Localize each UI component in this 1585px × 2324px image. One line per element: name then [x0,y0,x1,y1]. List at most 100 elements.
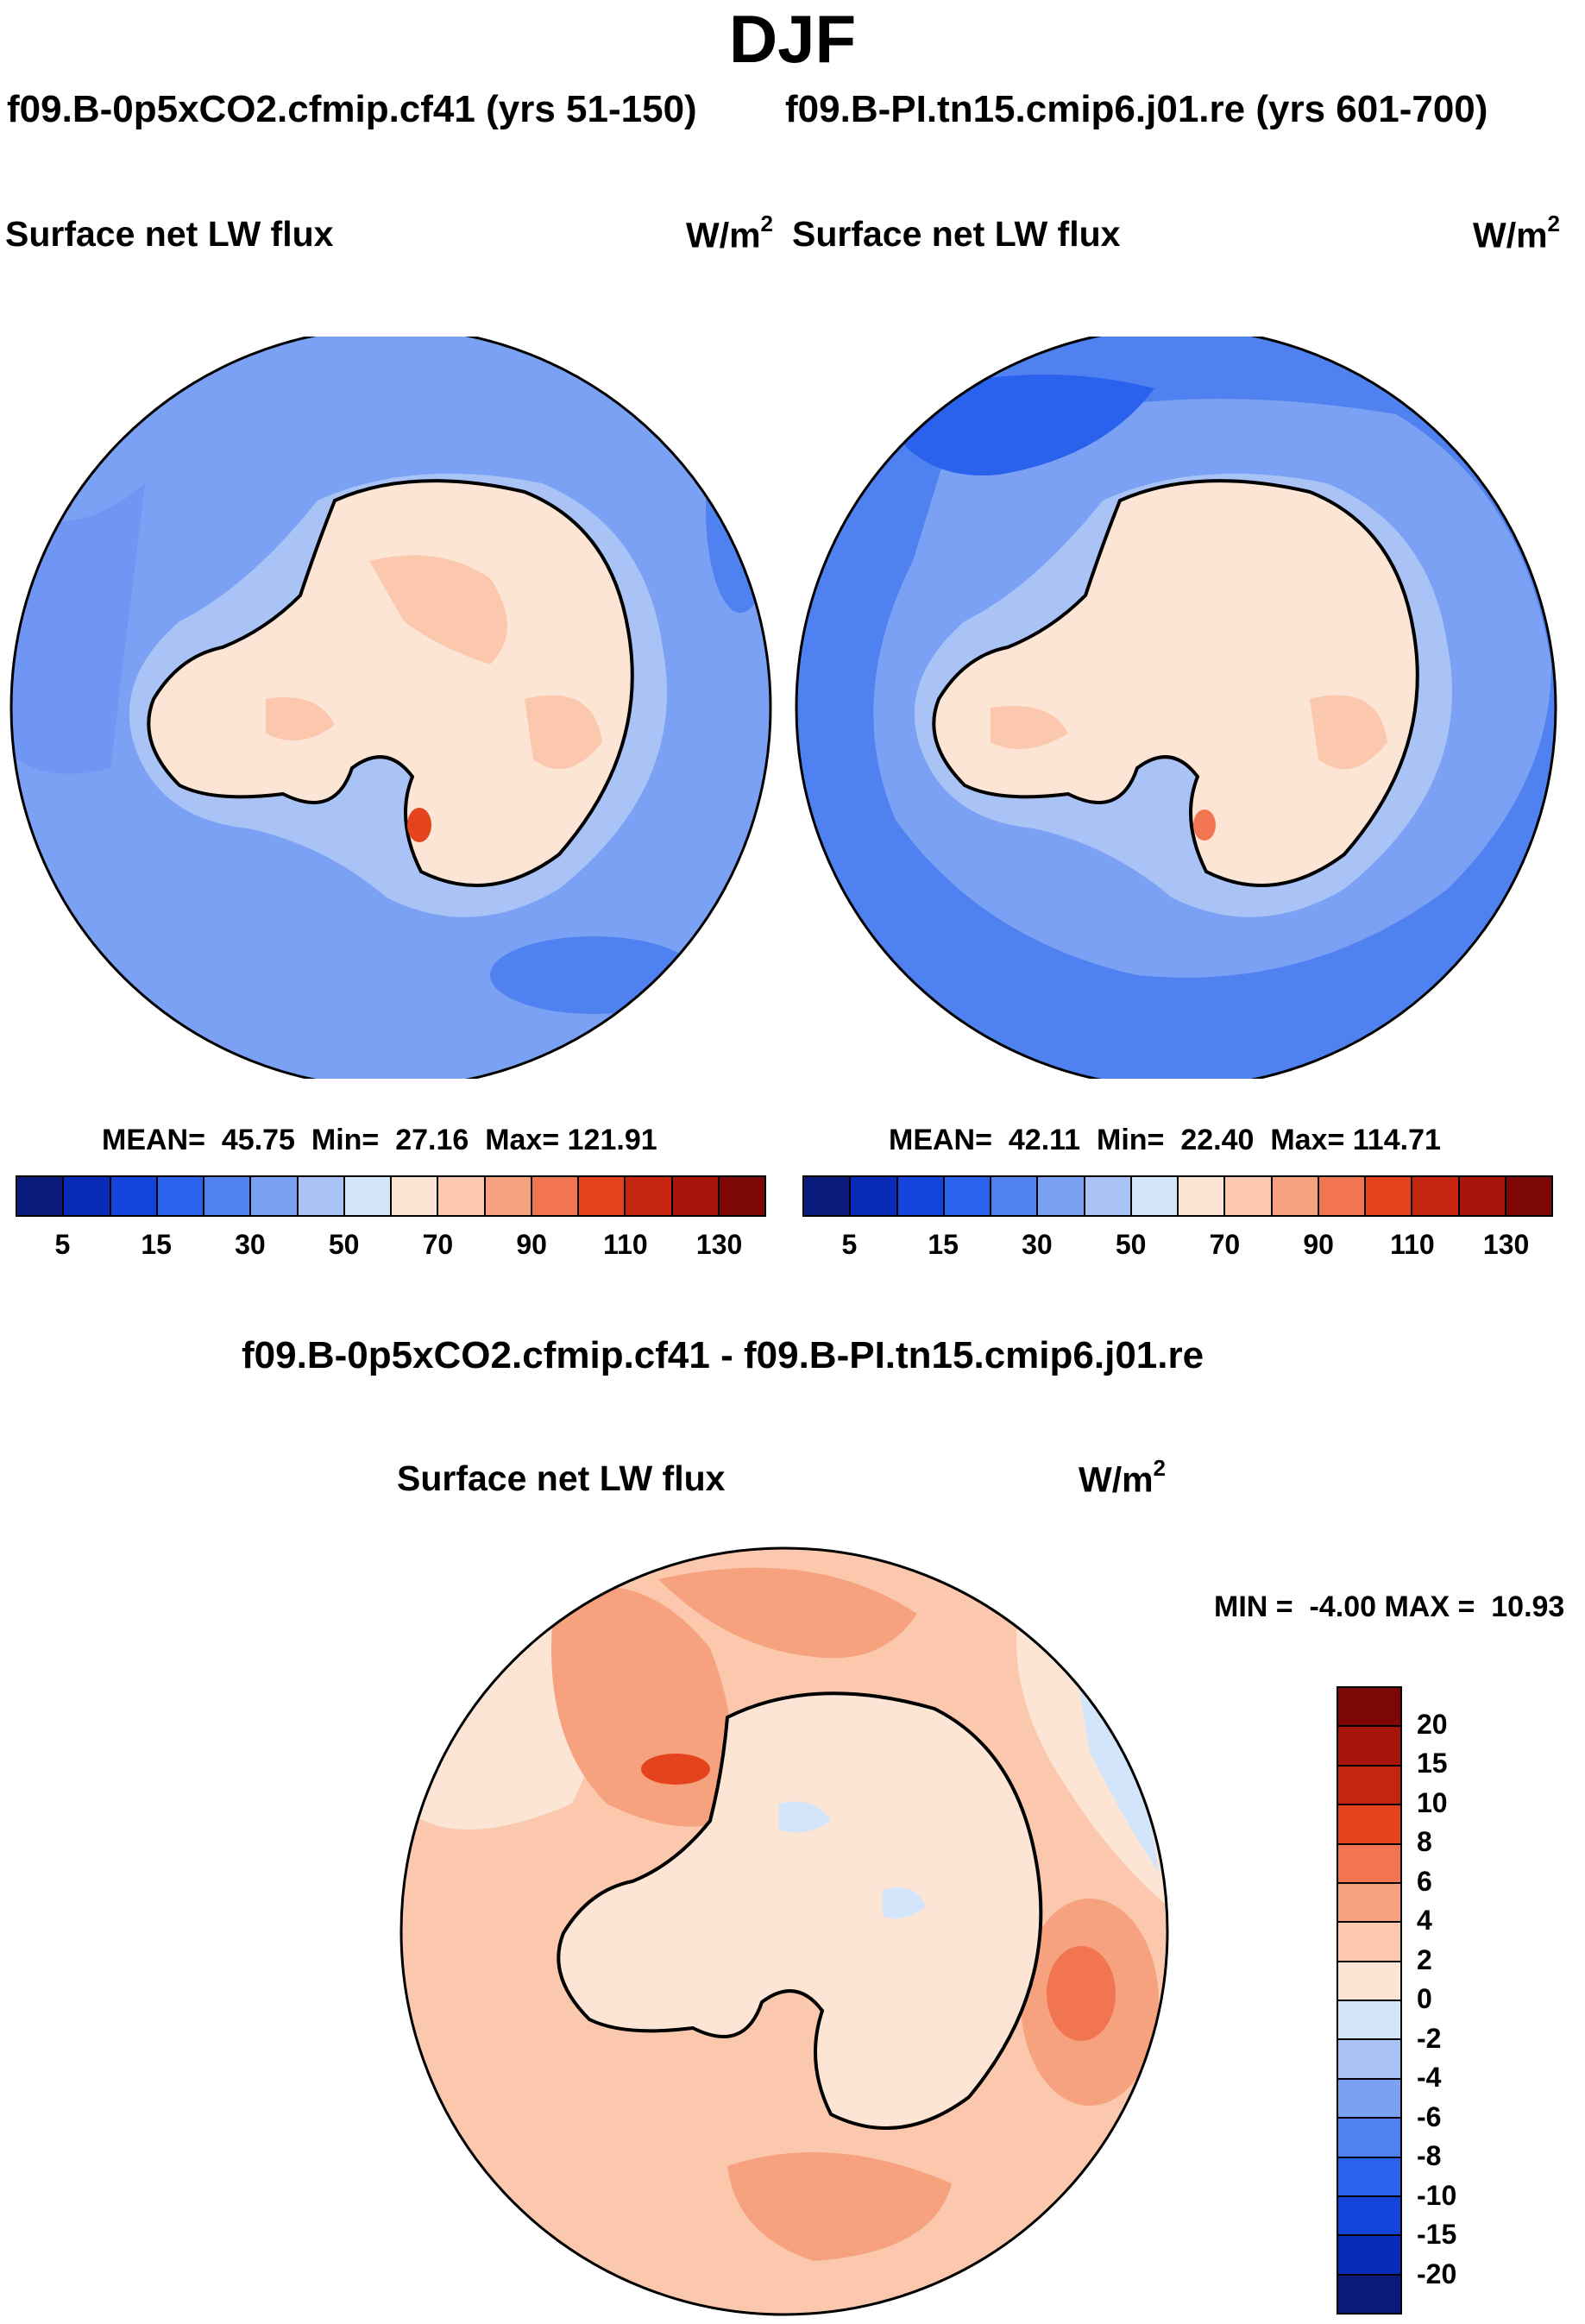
colorbar-tick-label: 15 [141,1229,172,1260]
colorbar-swatch [804,1177,852,1215]
colorbar-tick-label: -20 [1417,2258,1457,2289]
left-polar-map [9,337,772,1079]
colorbar-tick-label: 130 [1482,1229,1530,1260]
right-polar-map [795,337,1557,1079]
colorbar-swatch [1338,2001,1400,2041]
diff-land-blue-patches [779,1801,926,1919]
colorbar-tick-label: 110 [1390,1229,1435,1260]
colorbar-swatch [1338,1962,1400,2001]
diff-antarctica-land [557,1691,1043,2130]
diff-polar-map [399,1546,1169,2316]
colorbar-tick-label: 10 [1417,1786,1448,1818]
colorbar-swatch [1085,1177,1132,1215]
colorbar-swatch [672,1177,720,1215]
colorbar-swatch [1131,1177,1179,1215]
season-title: DJF [728,1,857,77]
colorbar-swatch [251,1177,299,1215]
colorbar-swatch [1318,1177,1366,1215]
right-land-warm-patches [991,695,1387,770]
diff-warm-south [727,2152,952,2261]
colorbar-swatch [719,1177,764,1215]
colorbar-tick-label: 8 [1417,1826,1432,1857]
colorbar-swatch [1338,1766,1400,1806]
right-max-hotspot [1193,809,1216,841]
colorbar-tick-label: -4 [1417,2062,1442,2093]
right-antarctica-land [932,479,1419,887]
left-stats: MEAN= 45.75 Min= 27.16 Max= 121.91 [102,1124,657,1156]
colorbar-tick-label: 5 [54,1229,71,1260]
right-units: W/m2 [1473,211,1561,255]
colorbar-swatch [1338,2157,1400,2197]
colorbar-swatch [1366,1177,1413,1215]
colorbar-swatch [897,1177,945,1215]
colorbar-tick-label: 2 [1417,1943,1432,1975]
colorbar-tick-label: 30 [1022,1229,1053,1260]
colorbar-swatch [1459,1177,1506,1215]
colorbar-swatch [485,1177,532,1215]
colorbar-swatch [1338,1727,1400,1767]
left-max-hotspot [407,808,431,842]
right-stats: MEAN= 42.11 Min= 22.40 Max= 114.71 [889,1124,1441,1156]
colorbar-swatch [1338,2040,1400,2080]
colorbar-swatch [1338,2079,1400,2119]
colorbar-swatch [1506,1177,1551,1215]
colorbar-swatch [579,1177,626,1215]
colorbar-tick-label: 6 [1417,1865,1432,1897]
colorbar-tick-label: 90 [516,1229,547,1260]
colorbar-tick-label: -6 [1417,2100,1442,2132]
colorbar-tick-label: 70 [1209,1229,1241,1260]
colorbar-swatch [1338,1844,1400,1884]
colorbar-swatch [1412,1177,1460,1215]
colorbar-tick-label: 50 [1115,1229,1147,1260]
colorbar-swatch [110,1177,158,1215]
colorbar-tick-label: 110 [603,1229,648,1260]
colorbar-tick-label: 4 [1417,1905,1432,1936]
colorbar-tick-label: 15 [1417,1748,1448,1779]
case-right-label: f09.B-PI.tn15.cmip6.j01.re (yrs 601-700) [785,88,1488,130]
colorbar-tick-label: 50 [328,1229,360,1260]
colorbar-swatch [1179,1177,1226,1215]
colorbar-swatch [298,1177,345,1215]
colorbar-swatch [944,1177,991,1215]
diff-title: f09.B-0p5xCO2.cfmip.cf41 - f09.B-PI.tn15… [242,1334,1204,1376]
colorbar-swatch [1338,1805,1400,1845]
colorbar-swatch [157,1177,204,1215]
colorbar-tick-label: 15 [928,1229,959,1260]
colorbar-swatch [1272,1177,1319,1215]
colorbar-tick-label: 0 [1417,1983,1432,2014]
left-low-flux-patch-east [706,406,770,613]
colorbar-swatch [851,1177,898,1215]
diff-variable-label: Surface net LW flux [397,1458,726,1498]
colorbar-tick-label: -2 [1417,2022,1442,2054]
colorbar-tick-label: 30 [235,1229,266,1260]
diff-stats: MIN = -4.00 MAX = 10.93 [1214,1590,1565,1623]
left-antarctica-land [147,479,634,887]
colorbar-swatch [438,1177,486,1215]
diff-colorbar [1337,1686,1402,2315]
colorbar-swatch [626,1177,673,1215]
right-colorbar [802,1175,1553,1217]
colorbar-swatch [64,1177,111,1215]
colorbar-swatch [1338,1688,1400,1728]
colorbar-swatch [991,1177,1039,1215]
colorbar-swatch [1338,1923,1400,1962]
colorbar-tick-label: -15 [1417,2219,1457,2250]
colorbar-swatch [1338,2196,1400,2237]
colorbar-tick-label: -10 [1417,2179,1457,2211]
colorbar-swatch [1338,2119,1400,2158]
colorbar-tick-label: 90 [1303,1229,1334,1260]
case-left-label: f09.B-0p5xCO2.cfmip.cf41 (yrs 51-150) [7,88,697,130]
colorbar-tick-label: 130 [695,1229,743,1260]
diff-hot-peninsula [641,1754,710,1785]
colorbar-swatch [1038,1177,1085,1215]
colorbar-swatch [17,1177,65,1215]
left-variable-label: Surface net LW flux [5,214,334,254]
diff-warm-north [658,1567,917,1659]
colorbar-tick-label: 70 [422,1229,454,1260]
diff-hot-east [1047,1946,1116,2041]
left-low-flux-patch [490,936,697,1014]
right-variable-label: Surface net LW flux [792,214,1121,254]
colorbar-swatch [344,1177,392,1215]
left-colorbar [16,1175,766,1217]
colorbar-swatch [1225,1177,1273,1215]
